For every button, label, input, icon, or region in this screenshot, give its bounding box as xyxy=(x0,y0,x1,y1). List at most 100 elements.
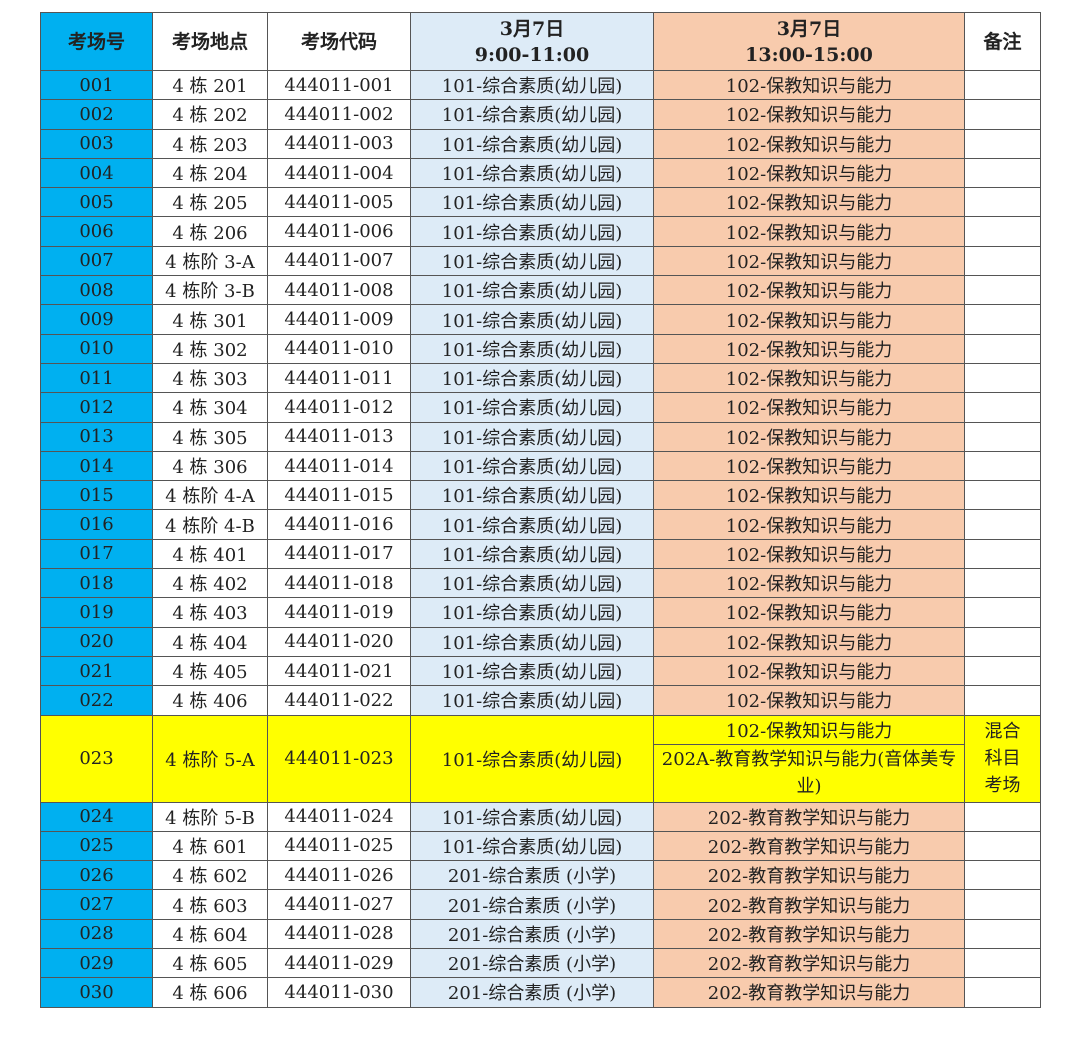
cell-afternoon-subject-1: 102-保教知识与能力 xyxy=(653,714,965,745)
cell-note xyxy=(964,304,1041,335)
cell-note xyxy=(964,655,1041,687)
cell-room-no: 026 xyxy=(40,860,153,891)
cell-afternoon-subject: 102-保教知识与能力 xyxy=(653,157,965,189)
cell-code: 444011-018 xyxy=(267,568,411,599)
cell-note xyxy=(964,626,1041,657)
cell-room-no: 025 xyxy=(40,830,153,862)
cell-afternoon-subject: 102-保教知识与能力 xyxy=(653,568,965,599)
cell-note xyxy=(964,216,1041,247)
cell-note xyxy=(964,480,1041,511)
cell-morning-subject: 101-综合素质(幼儿园) xyxy=(410,392,654,423)
cell-afternoon-subject: 102-保教知识与能力 xyxy=(653,685,965,716)
cell-note xyxy=(964,568,1041,599)
cell-code: 444011-028 xyxy=(267,918,411,950)
cell-code: 444011-013 xyxy=(267,421,411,452)
cell-afternoon-subject: 202-教育教学知识与能力 xyxy=(653,948,965,979)
cell-place: 4 栋阶 5-A xyxy=(152,714,268,803)
table-row: 007 4 栋阶 3-A 444011-007 101-综合素质(幼儿园) 102-保教… xyxy=(40,245,1041,277)
cell-room-no: 027 xyxy=(40,889,153,920)
cell-morning-subject: 201-综合素质 (小学) xyxy=(410,918,654,950)
cell-room-no: 004 xyxy=(40,157,153,189)
cell-place: 4 栋 401 xyxy=(152,538,268,570)
cell-afternoon-subject: 102-保教知识与能力 xyxy=(653,626,965,657)
cell-note xyxy=(964,830,1041,862)
cell-room-no: 020 xyxy=(40,626,153,657)
cell-afternoon-subject: 202-教育教学知识与能力 xyxy=(653,830,965,862)
cell-morning-subject: 101-综合素质(幼儿园) xyxy=(410,801,654,832)
header-morning-time: 9:00-11:00 xyxy=(474,43,590,66)
cell-note xyxy=(964,450,1041,482)
cell-note xyxy=(964,889,1041,920)
cell-place: 4 栋 203 xyxy=(152,128,268,159)
table-row: 021 4 栋 405 444011-021 101-综合素质(幼儿园) 102-保教知… xyxy=(40,655,1041,687)
cell-place: 4 栋 304 xyxy=(152,392,268,423)
cell-morning-subject: 201-综合素质 (小学) xyxy=(410,860,654,891)
cell-place: 4 栋 605 xyxy=(152,948,268,979)
cell-place: 4 栋 204 xyxy=(152,157,268,189)
cell-morning-subject: 101-综合素质(幼儿园) xyxy=(410,245,654,277)
cell-afternoon-subject: 102-保教知识与能力 xyxy=(653,99,965,130)
cell-morning-subject: 101-综合素质(幼儿园) xyxy=(410,304,654,335)
cell-note xyxy=(964,597,1041,628)
cell-place: 4 栋阶 4-A xyxy=(152,480,268,511)
table-row: 024 4 栋阶 5-B 444011-024 101-综合素质(幼儿园) 202-教育… xyxy=(40,801,1041,832)
cell-code: 444011-017 xyxy=(267,538,411,570)
cell-note xyxy=(964,187,1041,218)
cell-code: 444011-015 xyxy=(267,480,411,511)
cell-note xyxy=(964,275,1041,306)
header-code: 考场代码 xyxy=(267,12,411,71)
cell-morning-subject: 101-综合素质(幼儿园) xyxy=(410,480,654,511)
cell-room-no: 008 xyxy=(40,275,153,306)
cell-afternoon-subject: 102-保教知识与能力 xyxy=(653,304,965,335)
table-row: 025 4 栋 601 444011-025 101-综合素质(幼儿园) 202-教育教… xyxy=(40,830,1041,862)
cell-afternoon-subject: 202-教育教学知识与能力 xyxy=(653,889,965,920)
table-row: 012 4 栋 304 444011-012 101-综合素质(幼儿园) 102-保教知… xyxy=(40,392,1041,423)
table-row: 014 4 栋 306 444011-014 101-综合素质(幼儿园) 102-保教知… xyxy=(40,450,1041,482)
cell-place: 4 栋 303 xyxy=(152,362,268,394)
cell-morning-subject: 101-综合素质(幼儿园) xyxy=(410,187,654,218)
table-row: 002 4 栋 202 444011-002 101-综合素质(幼儿园) 102-保教知… xyxy=(40,99,1041,130)
cell-code: 444011-009 xyxy=(267,304,411,335)
table-row: 016 4 栋阶 4-B 444011-016 101-综合素质(幼儿园) 102-保教… xyxy=(40,509,1041,540)
cell-note xyxy=(964,918,1041,950)
cell-code: 444011-007 xyxy=(267,245,411,277)
cell-morning-subject: 101-综合素质(幼儿园) xyxy=(410,275,654,306)
cell-place: 4 栋 403 xyxy=(152,597,268,628)
cell-afternoon-subject: 102-保教知识与能力 xyxy=(653,509,965,540)
cell-place: 4 栋 402 xyxy=(152,568,268,599)
table-row: 009 4 栋 301 444011-009 101-综合素质(幼儿园) 102-保教知… xyxy=(40,304,1041,335)
cell-place: 4 栋 602 xyxy=(152,860,268,891)
cell-code: 444011-014 xyxy=(267,450,411,482)
cell-afternoon-subject: 102-保教知识与能力 xyxy=(653,655,965,687)
cell-code: 444011-020 xyxy=(267,626,411,657)
cell-code: 444011-004 xyxy=(267,157,411,189)
cell-morning-subject: 101-综合素质(幼儿园) xyxy=(410,597,654,628)
cell-room-no: 012 xyxy=(40,392,153,423)
cell-code: 444011-008 xyxy=(267,275,411,306)
header-room-no: 考场号 xyxy=(40,12,153,71)
cell-morning-subject: 201-综合素质 (小学) xyxy=(410,948,654,979)
table-row: 029 4 栋 605 444011-029 201-综合素质 (小学) 202-教育教… xyxy=(40,948,1041,979)
cell-code: 444011-026 xyxy=(267,860,411,891)
cell-afternoon-subject: 202-教育教学知识与能力 xyxy=(653,977,965,1008)
cell-note xyxy=(964,977,1041,1008)
header-afternoon-date: 3月7日 xyxy=(776,17,842,40)
cell-afternoon-subject: 102-保教知识与能力 xyxy=(653,392,965,423)
table-row: 026 4 栋 602 444011-026 201-综合素质 (小学) 202-教育教… xyxy=(40,860,1041,891)
cell-afternoon-subject: 102-保教知识与能力 xyxy=(653,362,965,394)
cell-code: 444011-019 xyxy=(267,597,411,628)
cell-code: 444011-011 xyxy=(267,362,411,394)
cell-place: 4 栋 405 xyxy=(152,655,268,687)
table-row: 018 4 栋 402 444011-018 101-综合素质(幼儿园) 102-保教知… xyxy=(40,568,1041,599)
cell-code: 444011-029 xyxy=(267,948,411,979)
cell-place: 4 栋 206 xyxy=(152,216,268,247)
cell-afternoon-subject: 202-教育教学知识与能力 xyxy=(653,918,965,950)
cell-morning-subject: 101-综合素质(幼儿园) xyxy=(410,655,654,687)
cell-code: 444011-002 xyxy=(267,99,411,130)
cell-note xyxy=(964,421,1041,452)
cell-note xyxy=(964,392,1041,423)
cell-room-no: 022 xyxy=(40,685,153,716)
cell-afternoon-subject-2: 202A-教育教学知识与能力(音体美专业) xyxy=(653,743,965,803)
cell-morning-subject: 101-综合素质(幼儿园) xyxy=(410,157,654,189)
cell-morning-subject: 101-综合素质(幼儿园) xyxy=(410,421,654,452)
